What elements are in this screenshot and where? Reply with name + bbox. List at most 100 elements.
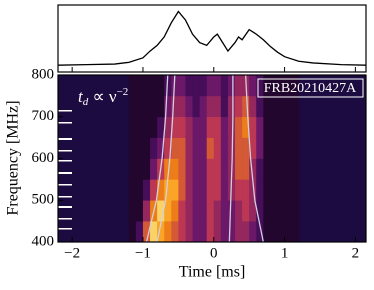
heat-cell — [213, 116, 222, 138]
x-tick-label: −2 — [64, 245, 80, 261]
profile — [57, 10, 367, 66]
heat-cell — [206, 116, 215, 138]
heat-cell — [270, 200, 278, 222]
heat-cell — [256, 221, 264, 243]
heat-cell — [277, 116, 285, 138]
heat-cell — [171, 221, 179, 243]
heat-cell — [249, 116, 257, 138]
heat-cell — [242, 158, 250, 180]
heat-cell — [242, 200, 250, 222]
flag — [58, 110, 72, 112]
axes: −2 −1 0 1 2 400 500 600 700 800 — [32, 66, 360, 261]
heat-cell — [171, 75, 179, 97]
heat-cell — [256, 75, 264, 97]
heat-cell — [178, 158, 186, 180]
heat-cell — [277, 137, 285, 159]
heat-cell — [192, 95, 200, 118]
heat-cell — [213, 137, 222, 159]
heat-cell — [291, 95, 300, 118]
heat-cell — [277, 221, 285, 243]
heat-cell — [199, 75, 207, 97]
heat-cell — [220, 95, 229, 118]
heat-cell — [235, 200, 243, 222]
heat-cell — [270, 221, 278, 243]
heat-cell — [142, 75, 151, 97]
heat-cell — [192, 158, 200, 180]
heat-cell — [142, 158, 151, 180]
heat-cell — [277, 95, 285, 118]
flag — [58, 218, 72, 220]
heat-cell — [164, 75, 172, 97]
heat-cell — [235, 95, 243, 118]
heat-cell — [206, 158, 215, 180]
heat-cell — [270, 158, 278, 180]
heat-cell — [227, 137, 236, 159]
heat-cell — [277, 158, 285, 180]
heat-cell — [284, 179, 292, 201]
heat-cell — [206, 137, 215, 159]
heat-cell — [256, 116, 264, 138]
heat-cell — [249, 221, 257, 243]
heat-cell — [199, 137, 207, 159]
heat-cell — [199, 95, 207, 118]
annotation-part: ∝ ν — [88, 87, 117, 106]
dispersion-curves — [145, 74, 264, 243]
heat-cell — [192, 137, 200, 159]
heat-cell — [277, 200, 285, 222]
heat-cell — [199, 179, 207, 201]
heat-cell — [157, 137, 165, 159]
heat-cell — [227, 75, 236, 97]
dispersion-curve — [228, 75, 234, 243]
flag — [58, 184, 72, 186]
heat-cell — [213, 75, 222, 97]
heat-cell — [142, 95, 151, 118]
heat-cell — [171, 158, 179, 180]
x-tick-label: 0 — [210, 245, 218, 261]
flag — [58, 228, 72, 230]
heat-cell — [178, 137, 186, 159]
heat-cell — [256, 95, 264, 118]
heat-cell — [199, 200, 207, 222]
heat-cell — [256, 200, 264, 222]
heat-cell — [220, 75, 229, 97]
annotation: td ∝ ν−2 — [78, 86, 128, 108]
heat-cell — [270, 179, 278, 201]
heat-cell — [206, 200, 215, 222]
heat-cell — [220, 137, 229, 159]
heat-cell — [192, 200, 200, 222]
heat-cell — [206, 95, 215, 118]
heat-cell — [284, 137, 292, 159]
heat-cell — [128, 137, 137, 159]
heat-cell — [235, 75, 243, 97]
heat-cell — [178, 221, 186, 243]
heat-cell — [270, 137, 278, 159]
heat-cell — [227, 95, 236, 118]
heat-cell — [242, 221, 250, 243]
heat-cell — [135, 221, 144, 243]
heat-cell — [284, 75, 292, 97]
heat-cell — [249, 95, 257, 118]
heat-cell — [157, 221, 165, 243]
heat-cell — [178, 179, 186, 201]
heat-cell — [135, 116, 144, 138]
heat-cell — [227, 221, 236, 243]
heat-cell — [277, 75, 285, 97]
heat-cell — [227, 116, 236, 138]
heat-cell — [277, 179, 285, 201]
heat-cell — [171, 95, 179, 118]
heat-cell — [135, 200, 144, 222]
flag — [58, 150, 72, 152]
heat-cell — [235, 179, 243, 201]
heat-cell — [284, 221, 292, 243]
label-box — [257, 78, 364, 98]
heat-cell — [213, 95, 222, 118]
heat-cell — [284, 95, 292, 118]
heat-cell — [206, 75, 215, 97]
y-axis-label: Frequency [MHz] — [5, 100, 22, 215]
heat-cell — [164, 158, 172, 180]
heat-cell — [157, 179, 165, 201]
x-axis-label: Time [ms] — [179, 264, 246, 281]
y-tick-label: 600 — [32, 150, 55, 166]
heat-cell — [220, 221, 229, 243]
heat-cell — [291, 116, 300, 138]
